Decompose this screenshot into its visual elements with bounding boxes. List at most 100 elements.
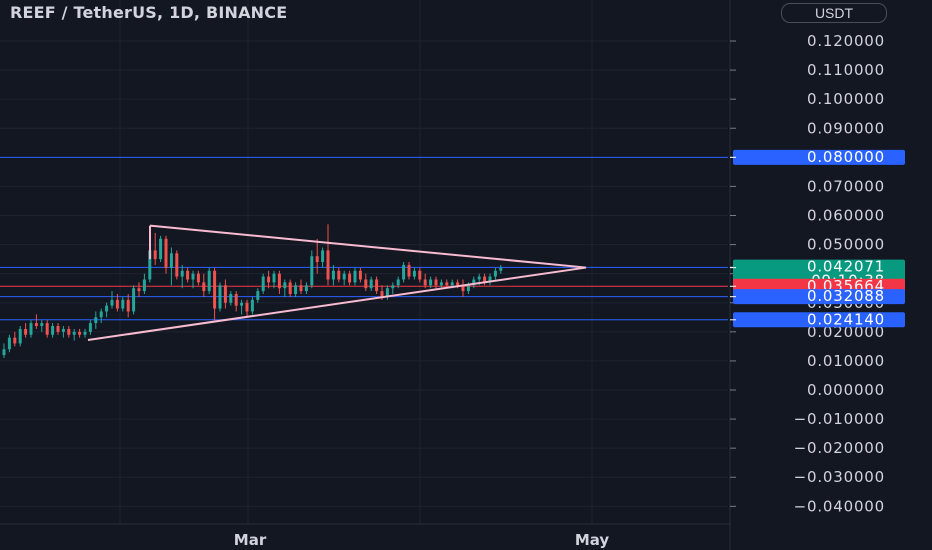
candle-body [256,291,260,300]
horizontal-levels [0,156,728,321]
candle-body [223,285,227,303]
candle-body [153,250,157,260]
candle-body [385,288,389,297]
candle-body [288,282,292,295]
candle-body [456,282,460,286]
candle-body [18,328,22,344]
candle-body [380,291,384,297]
candle-body [72,331,76,335]
candle-body [186,270,190,280]
candle-body [450,282,454,286]
candle-body [132,288,136,312]
candle-body [391,285,395,289]
y-tick-label: 0.020000 [807,323,885,341]
candle-body [94,317,98,324]
candle-body [461,285,465,292]
candle-body [267,276,271,283]
candle-body [61,328,65,332]
candle-body [283,282,287,289]
candle-body [207,270,211,292]
candle-body [159,238,163,260]
price-tag [733,149,905,165]
candle-body [175,253,179,277]
candle-body [2,349,6,356]
candle-body [29,323,33,335]
candle-body [315,256,319,263]
symbol-title: REEF / TetherUS, 1D, BINANCE [10,3,288,22]
candle-body [434,279,438,286]
y-tick-label: 0.050000 [807,236,885,254]
candle-body [423,279,427,286]
candle-body [51,326,55,335]
candle-body [191,273,195,280]
candle-body [483,276,487,283]
candle-body [331,270,335,280]
candle-body [337,270,341,280]
y-tick-label: 0.090000 [807,119,885,137]
candle-body [439,282,443,286]
candle-body [250,299,254,312]
candle-body [142,279,146,292]
candle-body [402,264,406,280]
candle-body [169,253,173,268]
candle-body [348,273,352,283]
candle-body [78,331,82,335]
candle-body [115,299,119,309]
candle-body [180,270,184,277]
candle-body [493,270,497,277]
triangle-lower-trendline [87,266,587,341]
candle-body [445,282,449,286]
candle-body [67,328,71,335]
candle-body [34,323,38,327]
candle-body [261,276,265,292]
candle-body [88,323,92,332]
candle-body [466,285,470,292]
candle-body [326,250,330,280]
candle-body [418,270,422,280]
y-tick-label: 0.060000 [807,207,885,225]
candle-body [488,276,492,283]
candle-body [277,273,281,289]
y-tick-label: −0.030000 [794,468,885,486]
candle-body [24,328,28,335]
candle-body [321,250,325,263]
candle-body [240,302,244,306]
candle-body [310,256,314,286]
candle-body [234,294,238,306]
candle-body [429,279,433,286]
candle-body [304,285,308,292]
y-tick-label: 0.110000 [807,61,885,79]
candle-body [342,273,346,280]
price-tags: 0.0800000.0421760.04207109:10:380.035664… [730,148,905,328]
candle-body [83,331,87,335]
candle-body [299,285,303,292]
candle-body [294,285,298,295]
candle-body [213,270,217,309]
price-tag-label: 0.080000 [807,148,885,166]
candle-body [218,285,222,309]
candle-body [13,337,17,344]
x-tick-label: May [575,531,610,549]
candle-body [56,326,60,332]
candle-body [396,279,400,286]
price-tag [733,289,905,305]
candle-body [99,311,103,318]
candle-body [369,279,373,289]
y-tick-label: 0.000000 [807,381,885,399]
candle-body [202,282,206,292]
grid [0,0,728,524]
candle-body [164,238,168,268]
y-tick-label: 0.120000 [807,32,885,50]
y-tick-label: 0.070000 [807,177,885,195]
candle-body [105,305,109,312]
price-tag-label: 0.032088 [807,287,885,305]
candle-body [121,299,125,309]
candle-body [148,250,152,280]
candle-body [499,267,503,271]
currency-selector[interactable]: USDT [781,3,887,23]
candle-body [126,299,130,312]
candle-body [110,299,114,306]
triangle-upper-trendline [149,224,587,269]
y-tick-label: −0.010000 [794,410,885,428]
